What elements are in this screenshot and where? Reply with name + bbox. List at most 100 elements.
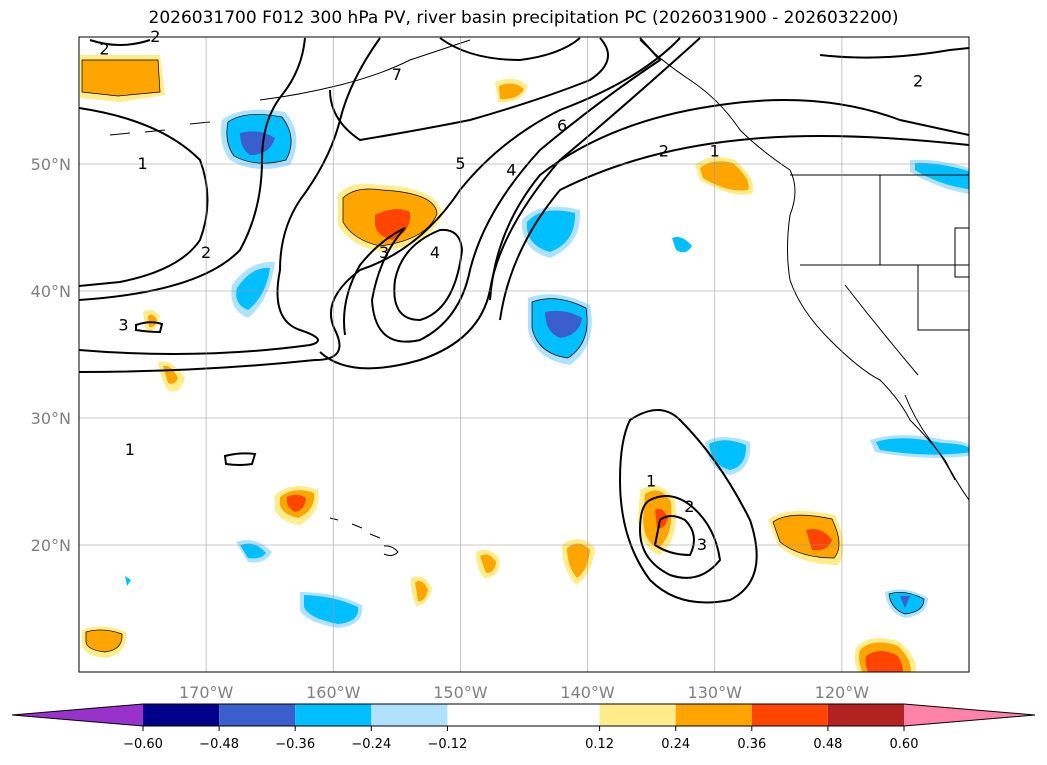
contour-label: 2 bbox=[99, 40, 109, 59]
pv-contour-line bbox=[393, 228, 464, 322]
contour-label: 2 bbox=[684, 497, 694, 516]
shading-outline bbox=[772, 514, 840, 559]
colorbar-tick-label: −0.12 bbox=[427, 737, 467, 752]
neg-anomaly-area bbox=[526, 210, 576, 252]
lon-tick-labels: 170°W 160°W 150°W 140°W 130°W 120°W bbox=[179, 683, 869, 702]
neg-anomaly-area bbox=[672, 237, 692, 253]
state-border bbox=[917, 265, 969, 331]
colorbar-segment bbox=[295, 704, 372, 726]
gridlines bbox=[79, 37, 969, 672]
contour-label: 7 bbox=[392, 65, 402, 84]
contour-label: 6 bbox=[557, 116, 567, 135]
colorbar-segment bbox=[827, 704, 904, 726]
contour-label: 2 bbox=[659, 141, 669, 160]
pv-contour-line bbox=[638, 495, 722, 579]
contour-label: 4 bbox=[430, 243, 440, 262]
neg-anomaly-area bbox=[304, 595, 359, 624]
pv-contour-line bbox=[653, 515, 695, 557]
neg-anomaly-area bbox=[915, 162, 969, 190]
map-frame bbox=[78, 36, 970, 673]
neg-anomaly-area bbox=[125, 576, 131, 586]
shading-outline bbox=[226, 114, 292, 164]
contour-label: 3 bbox=[118, 315, 128, 334]
colorbar-extend-min bbox=[12, 704, 143, 726]
contour-label: 3 bbox=[379, 243, 389, 262]
colorbar-tick-label: 0.12 bbox=[585, 737, 614, 752]
contour-label: 3 bbox=[697, 535, 707, 554]
pv-contour-line bbox=[223, 452, 257, 466]
pos-anomaly-area bbox=[415, 581, 428, 602]
neg-anomaly-area bbox=[240, 131, 275, 155]
pv-contour-line bbox=[343, 37, 662, 343]
pos-anomaly-area bbox=[865, 651, 903, 672]
colorbar-tick-label: −0.36 bbox=[275, 737, 315, 752]
pos-anomaly-area bbox=[148, 314, 157, 328]
pos-anomaly-area bbox=[499, 83, 524, 100]
north-america-coast bbox=[639, 39, 969, 501]
aleutian-islands bbox=[109, 121, 211, 136]
pv-contour-line bbox=[819, 47, 969, 59]
contour-label: 1 bbox=[137, 154, 147, 173]
pv-contour-line bbox=[489, 99, 969, 301]
contour-label: 5 bbox=[455, 154, 465, 173]
contour-label: 4 bbox=[506, 160, 516, 179]
shading-outline bbox=[85, 629, 123, 653]
colorbar-segment bbox=[447, 704, 600, 726]
chart-title: 2026031700 F012 300 hPa PV, river basin … bbox=[148, 8, 899, 28]
shading-outline bbox=[888, 592, 925, 615]
lat-tick-label: 30°N bbox=[31, 409, 71, 428]
colorbar-segment bbox=[219, 704, 296, 726]
colorbar-extend-max bbox=[904, 704, 1035, 726]
contour-label: 2 bbox=[913, 71, 923, 90]
coastlines bbox=[109, 39, 969, 557]
pv-contour-line bbox=[79, 107, 209, 287]
pv-contour-line bbox=[79, 37, 681, 373]
pv-contour-line bbox=[89, 39, 151, 46]
neg-anomaly-area bbox=[236, 267, 270, 310]
pv-contour-line bbox=[79, 37, 306, 301]
pv-contour-line bbox=[618, 409, 758, 604]
colorbar-segment bbox=[599, 704, 676, 726]
contour-label: 1 bbox=[646, 472, 656, 491]
baja-peninsula bbox=[904, 394, 956, 481]
contour-label: 1 bbox=[710, 141, 720, 160]
pos-anomaly-area bbox=[287, 494, 306, 512]
state-border bbox=[844, 284, 919, 376]
colorbar-segment bbox=[675, 704, 752, 726]
lat-tick-label: 50°N bbox=[31, 155, 71, 174]
shading-layer bbox=[80, 55, 969, 672]
neg-anomaly-area bbox=[545, 310, 582, 338]
colorbar-tick-label: 0.48 bbox=[813, 737, 842, 752]
pos-anomaly-area bbox=[86, 629, 123, 652]
pv-contour-line bbox=[135, 321, 164, 334]
colorbar-tick-label: −0.48 bbox=[199, 737, 239, 752]
hawaii-islands bbox=[329, 517, 399, 557]
lon-tick-label: 150°W bbox=[433, 683, 488, 702]
colorbar-tick-label: 0.36 bbox=[737, 737, 766, 752]
colorbar-tick-label: 0.60 bbox=[890, 737, 919, 752]
pos-anomaly-area bbox=[567, 543, 590, 578]
lon-tick-label: 140°W bbox=[560, 683, 615, 702]
contour-label: 1 bbox=[125, 440, 135, 459]
lat-tick-label: 20°N bbox=[31, 536, 71, 555]
lon-tick-label: 130°W bbox=[688, 683, 743, 702]
colorbar-segment bbox=[751, 704, 828, 726]
pv-contour-line bbox=[329, 37, 609, 142]
colorbar-segment bbox=[371, 704, 448, 726]
colorbar-tick-label: −0.24 bbox=[351, 737, 391, 752]
pos-anomaly-area bbox=[700, 161, 749, 191]
shading-outline bbox=[531, 298, 588, 359]
pv-contour-line bbox=[499, 135, 969, 321]
pos-anomaly-area bbox=[480, 554, 496, 573]
contour-label: 2 bbox=[201, 243, 211, 262]
colorbar: −0.60 −0.48 −0.36 −0.24 −0.12 0.12 0.24 0.36 0.4… bbox=[11, 703, 1036, 752]
shading-outline bbox=[342, 188, 438, 247]
lat-tick-labels: 20°N 30°N 40°N 50°N bbox=[31, 155, 71, 555]
neg-anomaly-area bbox=[709, 440, 747, 470]
pv-contour-line bbox=[439, 37, 581, 62]
colorbar-segment bbox=[143, 704, 220, 726]
neg-anomaly-area bbox=[876, 438, 969, 455]
state-border bbox=[954, 227, 969, 278]
